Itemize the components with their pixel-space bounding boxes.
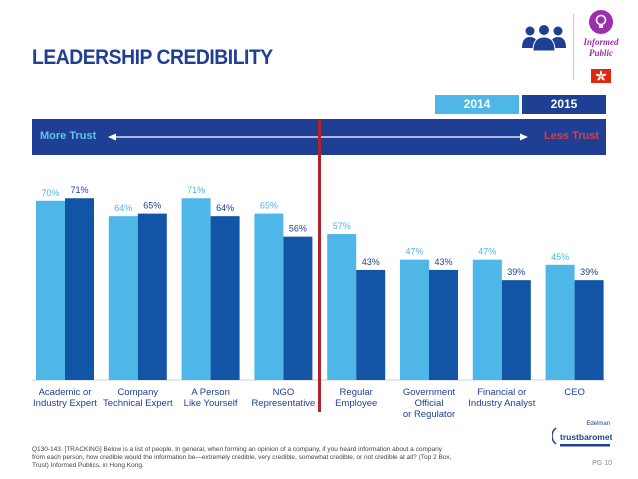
lightbulb-badge bbox=[589, 10, 613, 34]
trustbarometer-logo: Edelman trustbarometer bbox=[552, 421, 612, 447]
data-label-2014-5: 47% bbox=[405, 247, 423, 257]
page-title: LEADERSHIP CREDIBILITY bbox=[32, 46, 273, 69]
header-divider bbox=[573, 14, 574, 80]
category-label-4-0: Regular bbox=[340, 387, 373, 398]
category-label-5-0: Government bbox=[403, 387, 456, 398]
bar-2014-1 bbox=[108, 216, 138, 380]
less-trust-label: Less Trust bbox=[543, 130, 599, 142]
category-label-5-1: Official bbox=[415, 398, 444, 409]
trust-threshold-marker bbox=[318, 120, 321, 412]
data-label-2015-2: 64% bbox=[216, 203, 234, 213]
data-label-2015-5: 43% bbox=[434, 257, 452, 267]
page-number: PG 10 bbox=[592, 460, 612, 467]
data-label-2014-4: 57% bbox=[333, 221, 351, 231]
category-label-3-0: NGO bbox=[273, 387, 295, 398]
data-label-2015-3: 56% bbox=[289, 224, 307, 234]
footnote: Q130-143. [TRACKING] Below is a list of … bbox=[32, 446, 452, 469]
data-label-2014-6: 47% bbox=[478, 247, 496, 257]
edelman-logo-text: Edelman bbox=[586, 421, 610, 427]
data-label-2014-1: 64% bbox=[114, 203, 132, 213]
bar-2015-7 bbox=[574, 280, 604, 380]
category-label-6-0: Financial or bbox=[477, 387, 526, 398]
bar-2014-6 bbox=[472, 259, 502, 380]
category-label-3-1: Representative bbox=[251, 398, 315, 409]
bar-2014-5 bbox=[400, 259, 429, 380]
bar-2015-5 bbox=[429, 269, 458, 380]
bar-2015-2 bbox=[210, 216, 240, 380]
category-label-5-2: or Regulator bbox=[403, 409, 455, 420]
bar-2015-1 bbox=[137, 213, 167, 380]
bar-2014-7 bbox=[545, 264, 575, 380]
informed-public-line2: Public bbox=[589, 48, 613, 58]
informed-public-label: Informed Public bbox=[578, 37, 624, 59]
data-label-2015-6: 39% bbox=[507, 267, 525, 277]
people-group-icon bbox=[522, 24, 566, 52]
category-label-2-1: Like Yourself bbox=[184, 398, 238, 409]
bar-2014-3 bbox=[254, 213, 284, 380]
legend-2014: 2014 bbox=[435, 95, 519, 114]
informed-public-line1: Informed bbox=[583, 37, 619, 47]
more-trust-label: More Trust bbox=[40, 130, 97, 142]
bar-2014-4 bbox=[327, 234, 357, 380]
bar-2015-3 bbox=[283, 236, 313, 380]
category-label-2-0: A Person bbox=[191, 387, 230, 398]
bar-2015-4 bbox=[356, 269, 386, 380]
bar-2015-6 bbox=[501, 280, 531, 380]
category-label-7-0: CEO bbox=[564, 387, 585, 398]
hong-kong-flag-icon bbox=[591, 69, 611, 83]
data-label-2015-4: 43% bbox=[362, 257, 380, 267]
data-label-2014-0: 70% bbox=[41, 188, 59, 198]
data-label-2014-7: 45% bbox=[551, 252, 569, 262]
category-label-1-0: Company bbox=[117, 387, 158, 398]
legend-2015: 2015 bbox=[522, 95, 606, 114]
trustbarometer-logo-text: trustbarometer bbox=[560, 432, 612, 442]
lightbulb-icon bbox=[595, 14, 607, 28]
category-label-0-1: Industry Expert bbox=[33, 398, 97, 409]
data-label-2015-0: 71% bbox=[70, 185, 88, 195]
category-label-1-1: Technical Expert bbox=[103, 398, 173, 409]
category-label-0-0: Academic or bbox=[39, 387, 92, 398]
bar-2015-0 bbox=[65, 198, 94, 380]
bar-2014-0 bbox=[36, 200, 65, 380]
data-label-2015-1: 65% bbox=[143, 201, 161, 211]
data-label-2014-3: 65% bbox=[260, 201, 278, 211]
category-label-6-1: Industry Analyst bbox=[468, 398, 535, 409]
bar-2014-2 bbox=[181, 198, 211, 380]
category-label-4-1: Employee bbox=[335, 398, 377, 409]
data-label-2015-7: 39% bbox=[580, 267, 598, 277]
data-label-2014-2: 71% bbox=[187, 185, 205, 195]
